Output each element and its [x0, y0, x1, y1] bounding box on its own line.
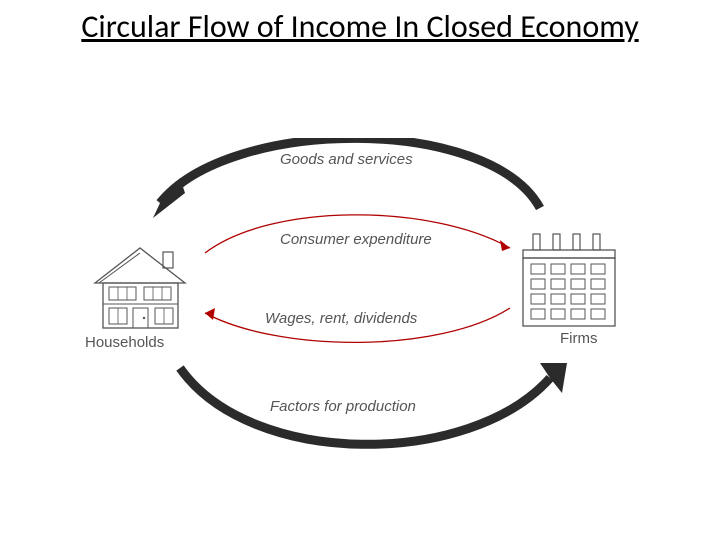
- outer-top-flow-label: Goods and services: [280, 151, 413, 168]
- page-title: Circular Flow of Income In Closed Econom…: [0, 8, 720, 46]
- circular-flow-diagram: Households Firms Goods and services Cons…: [70, 138, 650, 468]
- firms-icon: [515, 228, 635, 338]
- inner-top-flow-label: Consumer expenditure: [280, 231, 432, 248]
- outer-bottom-flow-label: Factors for production: [270, 398, 416, 415]
- inner-bottom-flow-label: Wages, rent, dividends: [265, 310, 417, 327]
- households-label: Households: [85, 334, 164, 351]
- households-icon: [85, 238, 205, 348]
- firms-label: Firms: [560, 330, 598, 347]
